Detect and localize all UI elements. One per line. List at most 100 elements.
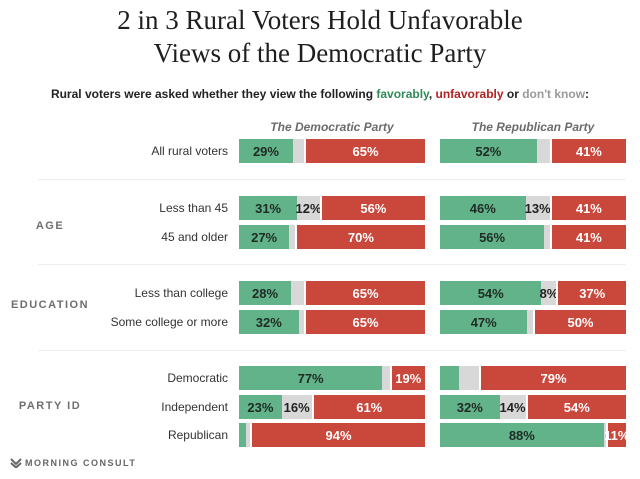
- data-label: 32%: [456, 399, 483, 415]
- bar-segment-dont-know: 14%: [499, 395, 526, 419]
- data-label: 11%: [604, 427, 630, 443]
- divider: [38, 179, 626, 180]
- data-label: 41%: [575, 229, 602, 245]
- subtitle-colon: :: [585, 87, 590, 101]
- data-label: 19%: [395, 370, 422, 386]
- bar-segment-favorable: 29%: [239, 139, 293, 163]
- bar-segment-dont-know: [382, 366, 390, 390]
- data-label: 32%: [255, 314, 282, 330]
- bar-segment-dont-know: [603, 423, 606, 447]
- stacked-bar: 46% 13% 41%: [440, 196, 626, 220]
- row-label: Less than college: [134, 286, 228, 300]
- data-label: 8%: [539, 285, 559, 301]
- data-label: 88%: [508, 427, 535, 443]
- data-label: 65%: [352, 314, 379, 330]
- stacked-bar: 88% 11%: [440, 423, 630, 447]
- bar-segment-unfavorable: 41%: [549, 139, 626, 163]
- bar-segment-favorable: 47%: [440, 310, 528, 334]
- row-label: Republican: [167, 428, 228, 442]
- bar-segment-favorable: 56%: [440, 225, 545, 249]
- bar-segment-favorable: 54%: [440, 281, 542, 305]
- bar-segment-unfavorable: 94%: [250, 423, 425, 447]
- bar-segment-favorable: 23%: [239, 395, 282, 419]
- bar-segment-unfavorable: 65%: [304, 139, 425, 163]
- stacked-bar: 28% 65%: [239, 281, 425, 305]
- data-label: 54%: [563, 399, 590, 415]
- data-label: 23%: [247, 399, 274, 415]
- stacked-bar: 94%: [239, 423, 425, 447]
- bar-segment-dont-know: [292, 139, 305, 163]
- bar-segment-unfavorable: 70%: [294, 225, 425, 249]
- bar-segment-favorable: [239, 423, 247, 447]
- data-label: 54%: [477, 285, 504, 301]
- morning-consult-logo-icon: [10, 458, 22, 468]
- legend-dont-know: don't know: [522, 87, 586, 101]
- data-label: 70%: [347, 229, 374, 245]
- bar-segment-dont-know: [246, 423, 251, 447]
- bar-segment-unfavorable: 37%: [556, 281, 626, 305]
- bar-segment-favorable: 46%: [440, 196, 526, 220]
- title-line-1: 2 in 3 Rural Voters Hold Unfavorable: [117, 5, 523, 35]
- bar-segment-unfavorable: 54%: [525, 395, 626, 419]
- title-line-2: Views of the Democratic Party: [153, 38, 487, 68]
- data-label: 56%: [360, 200, 387, 216]
- bar-segment-favorable: 32%: [440, 395, 500, 419]
- bar-segment-dont-know: [291, 281, 305, 305]
- data-label: 28%: [252, 285, 279, 301]
- bar-segment-favorable: 32%: [239, 310, 299, 334]
- bar-segment-dont-know: [298, 310, 305, 334]
- data-label: 65%: [352, 143, 379, 159]
- data-label: 14%: [499, 399, 526, 415]
- data-label: 56%: [479, 229, 506, 245]
- bar-segment-unfavorable: 50%: [532, 310, 626, 334]
- bar-segment-dont-know: [536, 139, 550, 163]
- chart-subtitle: Rural voters were asked whether they vie…: [0, 87, 640, 101]
- bar-segment-unfavorable: 41%: [549, 225, 626, 249]
- bar-segment-dont-know: 12%: [295, 196, 322, 220]
- bar-segment-unfavorable: 61%: [311, 395, 425, 419]
- stacked-bar: 32% 65%: [239, 310, 425, 334]
- row-label: Less than 45: [159, 201, 228, 215]
- stacked-bar: 47% 50%: [440, 310, 626, 334]
- data-label: 94%: [325, 427, 352, 443]
- bar-segment-favorable: 31%: [239, 196, 298, 220]
- data-label: 12%: [295, 200, 322, 216]
- data-label: 46%: [469, 200, 496, 216]
- subtitle-separator: ,: [428, 87, 436, 101]
- subtitle-or: or: [503, 87, 523, 101]
- data-label: 29%: [252, 143, 279, 159]
- chart-title: 2 in 3 Rural Voters Hold Unfavorable Vie…: [0, 4, 640, 70]
- bar-segment-favorable: 88%: [440, 423, 604, 447]
- bar-segment-unfavorable: 65%: [304, 281, 425, 305]
- bar-segment-favorable: 52%: [440, 139, 537, 163]
- legend-favorably: favorably: [376, 87, 429, 101]
- data-label: 77%: [297, 370, 324, 386]
- group-label-party-id: PARTY ID: [18, 400, 82, 412]
- stacked-bar: 31% 12% 56%: [239, 196, 425, 220]
- logo-text: MORNING CONSULT: [25, 458, 137, 468]
- bar-segment-unfavorable: 19%: [389, 366, 425, 390]
- subtitle-text: Rural voters were asked whether they vie…: [50, 87, 377, 101]
- panel-title-republican: The Republican Party: [471, 120, 595, 134]
- data-label: 65%: [352, 285, 379, 301]
- divider: [38, 350, 626, 351]
- bar-segment-dont-know: 8%: [539, 281, 559, 305]
- data-label: 52%: [475, 143, 502, 159]
- morning-consult-logo: MORNING CONSULT: [10, 458, 136, 468]
- data-label: 61%: [356, 399, 383, 415]
- bar-segment-dont-know: [544, 225, 550, 249]
- data-label: 79%: [540, 370, 567, 386]
- stacked-bar: 29% 65%: [239, 139, 425, 163]
- stacked-bar: 56% 41%: [440, 225, 626, 249]
- data-label: 41%: [575, 143, 602, 159]
- row-label: Some college or more: [110, 315, 228, 329]
- bar-segment-favorable: 28%: [239, 281, 292, 305]
- row-label: All rural voters: [151, 144, 228, 158]
- bar-segment-unfavorable: 65%: [304, 310, 425, 334]
- data-label: 16%: [283, 399, 310, 415]
- bar-segment-dont-know: [527, 310, 533, 334]
- bar-segment-dont-know: 13%: [525, 196, 551, 220]
- stacked-bar: 77% 19%: [239, 366, 425, 390]
- divider: [38, 264, 626, 265]
- data-label: 27%: [251, 229, 278, 245]
